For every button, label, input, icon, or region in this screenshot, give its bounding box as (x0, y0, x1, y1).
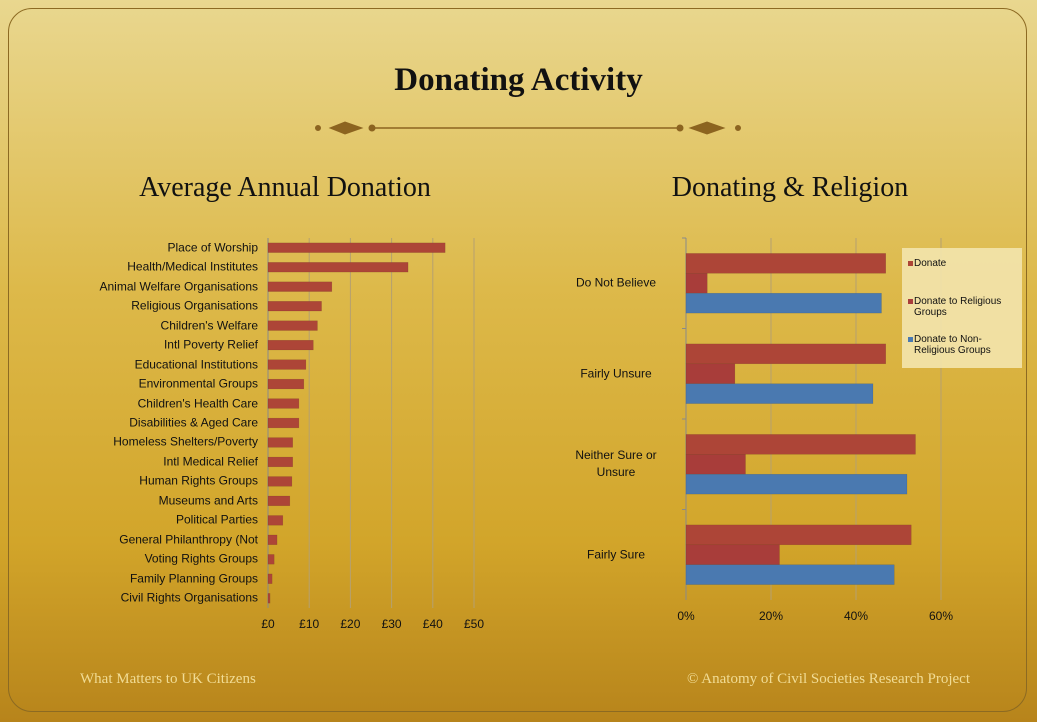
x-tick-label: 40% (826, 609, 886, 623)
bar (268, 438, 293, 448)
bar (268, 457, 293, 467)
chart-title: Donating & Religion (540, 172, 1037, 204)
y-tick-label: Civil Rights Organisations (58, 590, 258, 607)
bar (268, 496, 290, 506)
x-tick-label: 20% (741, 609, 801, 623)
y-tick-label: Children's Welfare (58, 317, 258, 334)
bar (268, 379, 304, 389)
y-tick-label: Family Planning Groups (58, 570, 258, 587)
bar (268, 321, 317, 331)
legend-swatch (908, 337, 913, 342)
y-tick-label: Religious Organisations (58, 298, 258, 315)
slide: Donating Activity What Matters to UK Cit… (0, 0, 1037, 722)
x-tick-label: 0% (656, 609, 716, 623)
bar (686, 565, 894, 585)
bar (686, 253, 886, 273)
bar (268, 477, 292, 487)
bar (268, 535, 277, 545)
y-tick-label: General Philanthropy (Not (58, 531, 258, 548)
y-tick-label: Children's Health Care (58, 395, 258, 412)
bar (686, 454, 746, 474)
bar (686, 525, 911, 545)
bar (268, 574, 272, 584)
footer-left: What Matters to UK Citizens (80, 671, 256, 688)
bar (268, 340, 313, 350)
chart-title: Average Annual Donation (35, 172, 535, 204)
bar (268, 243, 445, 253)
y-tick-label: Intl Poverty Relief (58, 337, 258, 354)
bar (268, 554, 274, 564)
y-tick-label: Intl Medical Relief (58, 453, 258, 470)
legend-label: Donate to Non-Religious Groups (914, 334, 1018, 356)
y-tick-label: Political Parties (58, 512, 258, 529)
bar (686, 474, 907, 494)
bar (268, 262, 408, 272)
y-tick-label: Homeless Shelters/Poverty (58, 434, 258, 451)
y-tick-label: Voting Rights Groups (58, 551, 258, 568)
y-tick-label: Neither Sure or Unsure (556, 447, 676, 481)
y-tick-label: Environmental Groups (58, 376, 258, 393)
bar (268, 301, 322, 311)
bar (686, 384, 873, 404)
legend-label: Donate (914, 258, 1018, 269)
legend-swatch (908, 299, 913, 304)
y-tick-label: Health/Medical Institutes (58, 259, 258, 276)
y-tick-label: Educational Institutions (58, 356, 258, 373)
bar (268, 360, 306, 370)
x-tick-label: 60% (911, 609, 971, 623)
legend-swatch (908, 261, 913, 266)
bar (268, 593, 270, 603)
bar (268, 516, 283, 526)
footer-right: © Anatomy of Civil Societies Research Pr… (687, 671, 970, 688)
slide-title: Donating Activity (0, 62, 1037, 99)
bar (268, 418, 299, 428)
bar (268, 282, 332, 292)
bar (686, 293, 882, 313)
bar (686, 434, 916, 454)
y-tick-label: Human Rights Groups (58, 473, 258, 490)
y-tick-label: Animal Welfare Organisations (58, 278, 258, 295)
bar (686, 545, 780, 565)
y-tick-label: Do Not Believe (556, 275, 676, 292)
bar (686, 364, 735, 384)
y-tick-label: Museums and Arts (58, 492, 258, 509)
bar (686, 273, 707, 293)
bar (686, 344, 886, 364)
y-tick-label: Fairly Sure (556, 546, 676, 563)
y-tick-label: Place of Worship (58, 239, 258, 256)
y-tick-label: Disabilities & Aged Care (58, 415, 258, 432)
ornament (316, 122, 741, 134)
legend-label: Donate to Religious Groups (914, 296, 1018, 318)
x-tick-label: £50 (444, 617, 504, 631)
y-tick-label: Fairly Unsure (556, 365, 676, 382)
bar (268, 399, 299, 409)
